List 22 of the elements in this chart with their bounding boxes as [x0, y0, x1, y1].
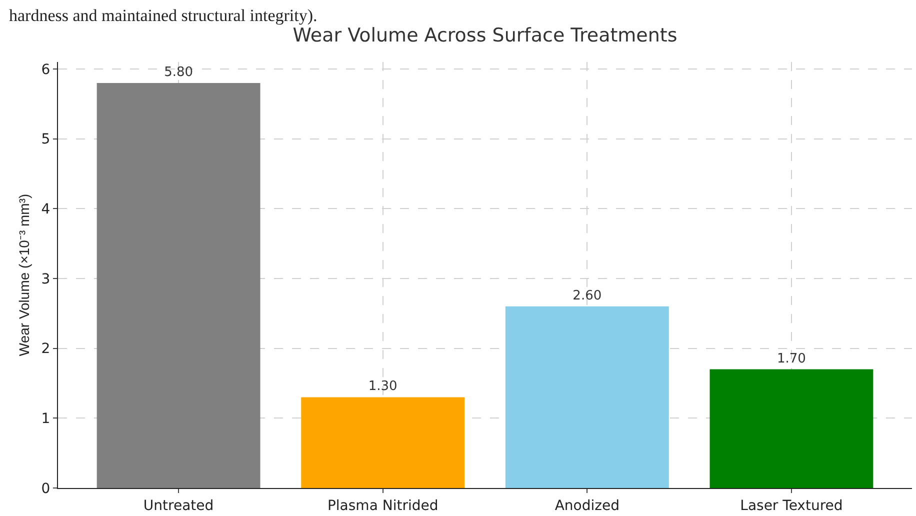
y-tick-label: 0: [41, 480, 50, 497]
y-tick-label: 2: [41, 341, 50, 358]
bar: [710, 369, 874, 488]
y-axis-title: Wear Volume (×10⁻³ mm³): [16, 194, 32, 356]
y-tick-label: 1: [41, 411, 50, 428]
text: hardness and maintained structural integrity).: [9, 6, 318, 25]
x-tick-label: Plasma Nitrided: [327, 498, 438, 514]
bar: [505, 306, 669, 488]
y-tick-label: 6: [41, 62, 50, 78]
data-label: 2.60: [572, 288, 602, 304]
x-tick-label: Untreated: [143, 498, 214, 514]
y-tick-label: 3: [41, 271, 50, 288]
y-tick-label: 4: [41, 202, 50, 218]
x-tick-label: Anodized: [554, 498, 620, 514]
data-label: 1.70: [776, 351, 806, 366]
y-tick-label: 5: [41, 132, 50, 148]
x-tick-label: Laser Textured: [740, 498, 843, 514]
bar: [96, 82, 260, 488]
data-label: 5.80: [164, 64, 194, 80]
data-label: 1.30: [368, 379, 398, 394]
bar: [301, 397, 465, 488]
chart-title: Wear Volume Across Surface Treatments: [292, 24, 678, 47]
